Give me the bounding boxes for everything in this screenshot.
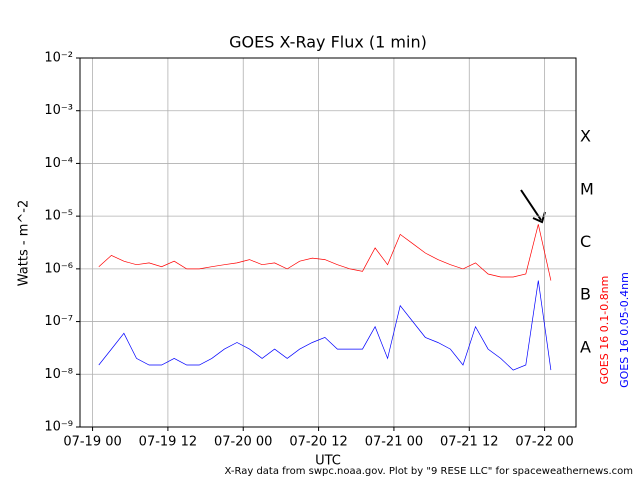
flare-class: A <box>580 337 591 356</box>
y-tick-label: 10⁻² <box>44 51 73 66</box>
x-axis-label: UTC <box>315 454 341 469</box>
y-tick-label: 10⁻⁴ <box>44 156 73 171</box>
x-tick-label: 07-20 12 <box>289 435 347 450</box>
footer: X-Ray data from swpc.noaa.gov. Plot by "… <box>225 466 633 477</box>
x-tick-label: 07-21 12 <box>440 435 498 450</box>
x-tick-label: 07-22 00 <box>515 435 573 450</box>
flare-class: C <box>580 232 591 251</box>
x-tick-label: 07-19 12 <box>139 435 197 450</box>
plot-frame <box>79 57 577 428</box>
y-tick-label: 10⁻⁷ <box>44 314 73 329</box>
chart-title: GOES X-Ray Flux (1 min) <box>229 33 427 52</box>
y-tick-label: 10⁻⁶ <box>44 261 73 276</box>
y-tick-label: 10⁻⁸ <box>44 367 73 382</box>
legend-label: GOES 16 0.1-0.8nm <box>598 276 611 385</box>
y-axis-label: Watts - m^-2 <box>17 200 32 286</box>
flare-class: M <box>580 179 594 198</box>
x-tick-label: 07-21 00 <box>365 435 423 450</box>
y-tick-label: 10⁻⁹ <box>44 420 73 435</box>
series-line <box>98 280 552 371</box>
legend-label: GOES 16 0.05-0.4nm <box>618 272 631 388</box>
series-line <box>98 224 552 281</box>
flare-class: B <box>580 285 591 304</box>
y-tick-label: 10⁻³ <box>44 103 73 118</box>
y-tick-label: 10⁻⁵ <box>44 209 73 224</box>
annotation-arrow <box>520 189 546 224</box>
x-tick-label: 07-20 00 <box>214 435 272 450</box>
x-tick-label: 07-19 00 <box>63 435 121 450</box>
flare-class: X <box>580 127 591 146</box>
